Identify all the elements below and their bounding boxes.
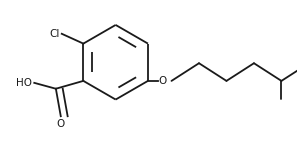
Text: O: O (57, 119, 65, 129)
Text: HO: HO (16, 78, 32, 88)
Text: O: O (159, 76, 167, 86)
Text: Cl: Cl (50, 29, 60, 39)
